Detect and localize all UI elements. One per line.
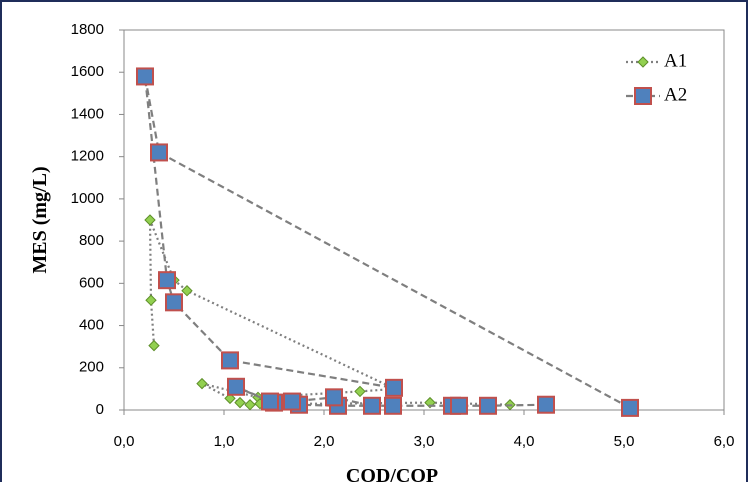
- point: [261, 392, 279, 411]
- point: [244, 399, 256, 411]
- point: [224, 392, 236, 405]
- y-tick-label: 0: [96, 401, 104, 418]
- point: [354, 385, 366, 398]
- x-tick-label: 3,0: [414, 433, 435, 450]
- point: [158, 271, 176, 290]
- point: [144, 214, 156, 226]
- x-tick-label: 2,0: [314, 433, 335, 450]
- point: [150, 143, 168, 162]
- point: [221, 351, 239, 370]
- point: [283, 392, 301, 411]
- y-tick-label: 1800: [71, 21, 104, 38]
- x-tick-label: 4,0: [514, 433, 535, 450]
- x-tick-label: 5,0: [614, 433, 635, 450]
- point: [621, 398, 639, 417]
- point: [450, 396, 468, 415]
- y-tick-label: 800: [79, 232, 104, 249]
- x-axis-label: COD/COP: [346, 465, 438, 482]
- point: [196, 377, 208, 390]
- y-tick-label: 600: [79, 274, 104, 291]
- point: [227, 377, 245, 396]
- point: [165, 293, 183, 312]
- x-tick-label: 6,0: [714, 433, 735, 450]
- point: [384, 396, 402, 415]
- x-tick-label: 0,0: [114, 433, 135, 450]
- point: [385, 378, 403, 397]
- point: [363, 396, 381, 415]
- x-tick-label: 1,0: [214, 433, 235, 450]
- legend-label: A1: [664, 50, 687, 71]
- y-tick-label: 1400: [71, 105, 104, 122]
- point: [325, 388, 343, 407]
- point: [234, 396, 246, 409]
- legend-marker: [637, 56, 649, 68]
- y-axis-label: MES (mg/L): [29, 166, 51, 273]
- y-tick-label: 1000: [71, 190, 104, 207]
- point: [479, 396, 497, 415]
- legend-label: A2: [664, 84, 687, 105]
- point: [537, 395, 555, 414]
- point: [136, 67, 154, 86]
- y-tick-label: 200: [79, 359, 104, 376]
- y-tick-label: 1200: [71, 148, 104, 165]
- point: [145, 294, 157, 306]
- legend-marker: [634, 87, 652, 105]
- point: [181, 285, 193, 297]
- point: [148, 339, 160, 352]
- y-tick-label: 400: [79, 317, 104, 334]
- y-tick-label: 1600: [71, 63, 104, 80]
